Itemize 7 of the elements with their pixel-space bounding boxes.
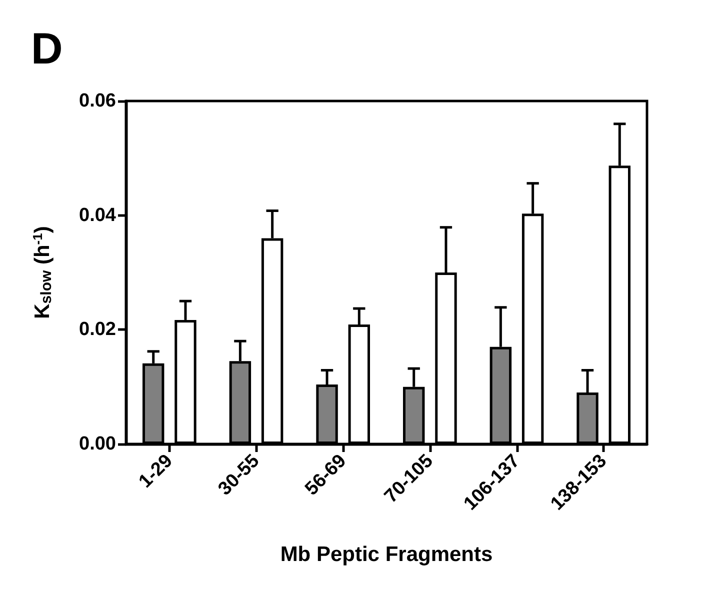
chart-title: D — [31, 24, 63, 74]
y-tick-label: 0.00 — [79, 434, 116, 454]
y-tick-label: 0.04 — [79, 204, 116, 226]
y-tick-label: 0.02 — [79, 319, 116, 340]
y-axis-title: Kslow (h-1) — [30, 226, 55, 319]
y-tick-label: 0.06 — [79, 90, 116, 112]
x-axis-title: Mb Peptic Fragments — [280, 543, 493, 566]
